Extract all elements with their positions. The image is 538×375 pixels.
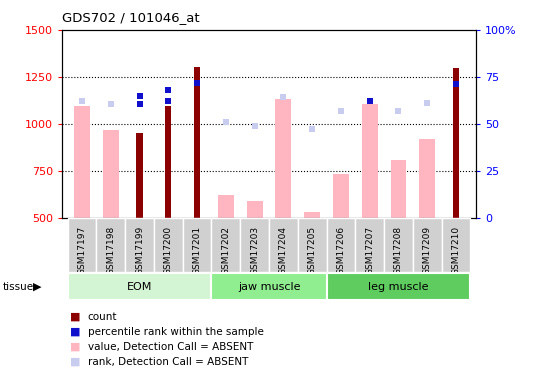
Bar xyxy=(68,273,211,300)
Text: count: count xyxy=(88,312,117,322)
Text: GSM17210: GSM17210 xyxy=(451,226,461,275)
Text: GSM17208: GSM17208 xyxy=(394,226,403,275)
Text: GDS702 / 101046_at: GDS702 / 101046_at xyxy=(62,11,200,24)
Bar xyxy=(327,273,470,300)
Text: ■: ■ xyxy=(70,312,81,322)
Text: GSM17202: GSM17202 xyxy=(221,226,230,274)
Bar xyxy=(275,99,291,218)
Text: tissue: tissue xyxy=(3,282,34,292)
Text: GSM17201: GSM17201 xyxy=(193,226,202,275)
Bar xyxy=(125,217,154,272)
Text: GSM17198: GSM17198 xyxy=(107,226,115,275)
Bar xyxy=(211,273,327,300)
Bar xyxy=(269,217,298,272)
Text: GSM17200: GSM17200 xyxy=(164,226,173,275)
Bar xyxy=(327,217,355,272)
Bar xyxy=(74,106,90,218)
Bar xyxy=(413,217,442,272)
Bar xyxy=(211,217,240,272)
Text: ■: ■ xyxy=(70,342,81,352)
Bar xyxy=(165,106,172,218)
Text: GSM17203: GSM17203 xyxy=(250,226,259,275)
Text: rank, Detection Call = ABSENT: rank, Detection Call = ABSENT xyxy=(88,357,248,367)
Text: GSM17207: GSM17207 xyxy=(365,226,374,275)
Text: GSM17204: GSM17204 xyxy=(279,226,288,274)
Text: value, Detection Call = ABSENT: value, Detection Call = ABSENT xyxy=(88,342,253,352)
Bar xyxy=(240,217,269,272)
Bar xyxy=(154,217,183,272)
Text: percentile rank within the sample: percentile rank within the sample xyxy=(88,327,264,337)
Bar xyxy=(442,217,470,272)
Bar xyxy=(391,160,406,218)
Bar xyxy=(136,133,143,218)
Bar xyxy=(355,217,384,272)
Bar xyxy=(419,139,435,218)
Text: GSM17206: GSM17206 xyxy=(336,226,345,275)
Bar xyxy=(384,217,413,272)
Text: GSM17199: GSM17199 xyxy=(135,226,144,275)
Text: EOM: EOM xyxy=(127,282,152,292)
Bar xyxy=(298,217,327,272)
Bar xyxy=(96,217,125,272)
Text: GSM17197: GSM17197 xyxy=(77,226,87,275)
Text: GSM17205: GSM17205 xyxy=(308,226,317,275)
Bar xyxy=(183,217,211,272)
Bar xyxy=(68,217,96,272)
Text: leg muscle: leg muscle xyxy=(368,282,429,292)
Bar xyxy=(362,104,378,218)
Text: ▶: ▶ xyxy=(33,282,42,292)
Text: GSM17209: GSM17209 xyxy=(423,226,431,275)
Text: ■: ■ xyxy=(70,327,81,337)
Bar xyxy=(194,67,200,218)
Bar xyxy=(453,68,459,218)
Text: jaw muscle: jaw muscle xyxy=(238,282,300,292)
Bar xyxy=(333,174,349,217)
Bar xyxy=(218,195,233,217)
Bar xyxy=(103,130,119,218)
Text: ■: ■ xyxy=(70,357,81,367)
Bar xyxy=(305,212,320,217)
Bar xyxy=(247,201,263,217)
